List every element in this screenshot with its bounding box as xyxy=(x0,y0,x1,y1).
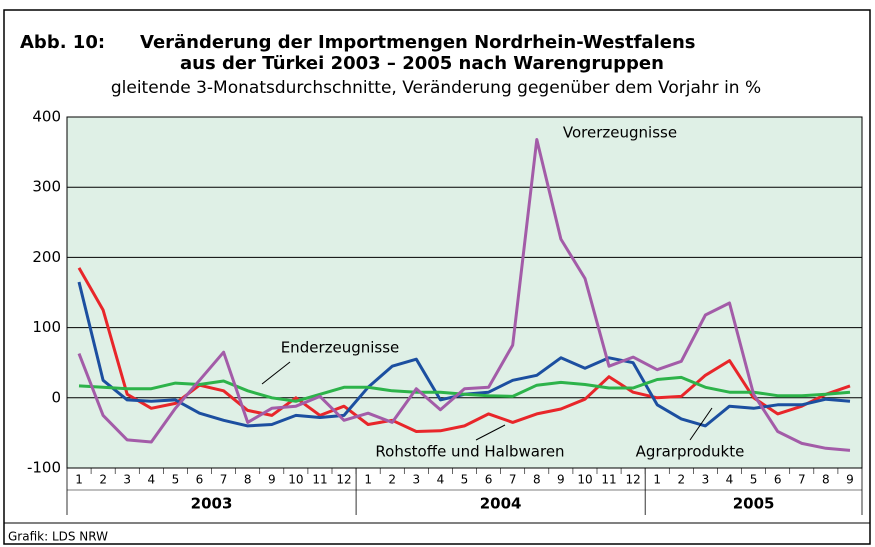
label-bg xyxy=(373,442,567,461)
x-tick-label: 11 xyxy=(312,473,327,487)
x-tick-label: 3 xyxy=(123,473,131,487)
y-tick-label: 300 xyxy=(32,178,61,196)
group-label: 2003 xyxy=(191,495,233,513)
plot-area xyxy=(66,116,863,469)
series-line xyxy=(77,267,851,433)
leader-line xyxy=(689,407,713,441)
title-label: Abb. 10: xyxy=(20,32,105,53)
y-tick-label: 0 xyxy=(51,388,61,406)
chart-title: aus der Türkei 2003 – 2005 nach Warengru… xyxy=(180,53,664,74)
y-tick-label: 200 xyxy=(32,248,61,266)
x-tick-label: 9 xyxy=(557,473,565,487)
x-tick-label: 10 xyxy=(577,473,592,487)
source: Grafik: LDS NRW xyxy=(8,530,108,544)
x-tick-label: 1 xyxy=(364,473,372,487)
x-tick-label: 5 xyxy=(172,473,180,487)
x-tick-label: 1 xyxy=(75,473,83,487)
x-tick-label: 5 xyxy=(461,473,469,487)
series-label: Enderzeugnisse xyxy=(281,339,400,357)
x-tick-label: 3 xyxy=(702,473,710,487)
x-tick-label: 11 xyxy=(601,473,616,487)
leader-line xyxy=(261,361,291,385)
x-tick-label: 7 xyxy=(509,473,517,487)
label-bg xyxy=(560,123,680,142)
label-bg xyxy=(278,338,402,357)
series-label: Agrarprodukte xyxy=(636,443,745,461)
x-tick-label: 2 xyxy=(99,473,107,487)
x-tick-label: 8 xyxy=(533,473,541,487)
x-tick-label: 4 xyxy=(147,473,155,487)
x-tick-label: 9 xyxy=(268,473,276,487)
series-label: Rohstoffe und Halbwaren xyxy=(375,443,564,461)
group-label: 2004 xyxy=(480,495,522,513)
x-tick-label: 4 xyxy=(726,473,734,487)
x-tick-label: 2 xyxy=(677,473,685,487)
x-tick-label: 9 xyxy=(846,473,854,487)
chart-title: Veränderung der Importmengen Nordrhein-W… xyxy=(140,32,695,53)
leader-line xyxy=(475,424,506,441)
x-tick-label: 7 xyxy=(798,473,806,487)
x-tick-label: 5 xyxy=(750,473,758,487)
x-tick-label: 6 xyxy=(774,473,782,487)
x-tick-label: 4 xyxy=(437,473,445,487)
chart-subtitle: gleitende 3-Monatsdurchschnitte, Verände… xyxy=(111,78,761,98)
series-line xyxy=(77,138,851,452)
y-tick-label: -100 xyxy=(27,459,61,477)
x-tick-label: 7 xyxy=(220,473,228,487)
series-label: Vorerzeugnisse xyxy=(563,124,677,142)
x-tick-label: 6 xyxy=(196,473,204,487)
label-bg xyxy=(633,442,747,461)
x-tick-label: 1 xyxy=(653,473,661,487)
x-tick-label: 10 xyxy=(288,473,303,487)
series-line xyxy=(78,375,851,403)
x-tick-label: 8 xyxy=(244,473,252,487)
x-tick-label: 12 xyxy=(625,473,640,487)
x-tick-label: 3 xyxy=(412,473,420,487)
x-tick-label: 2 xyxy=(388,473,396,487)
y-tick-label: 400 xyxy=(32,108,61,126)
y-tick-label: 100 xyxy=(32,318,61,336)
x-tick-label: 12 xyxy=(336,473,351,487)
group-label: 2005 xyxy=(733,495,775,513)
x-tick-label: 8 xyxy=(822,473,830,487)
x-tick-label: 6 xyxy=(485,473,493,487)
